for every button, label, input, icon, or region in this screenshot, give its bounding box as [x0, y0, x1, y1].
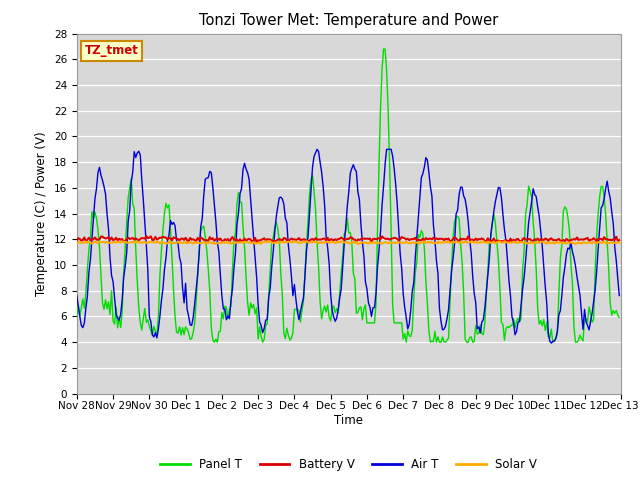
X-axis label: Time: Time — [334, 414, 364, 427]
Legend: Panel T, Battery V, Air T, Solar V: Panel T, Battery V, Air T, Solar V — [156, 454, 542, 476]
Y-axis label: Temperature (C) / Power (V): Temperature (C) / Power (V) — [35, 132, 48, 296]
Title: Tonzi Tower Met: Temperature and Power: Tonzi Tower Met: Temperature and Power — [199, 13, 499, 28]
Text: TZ_tmet: TZ_tmet — [85, 44, 139, 58]
